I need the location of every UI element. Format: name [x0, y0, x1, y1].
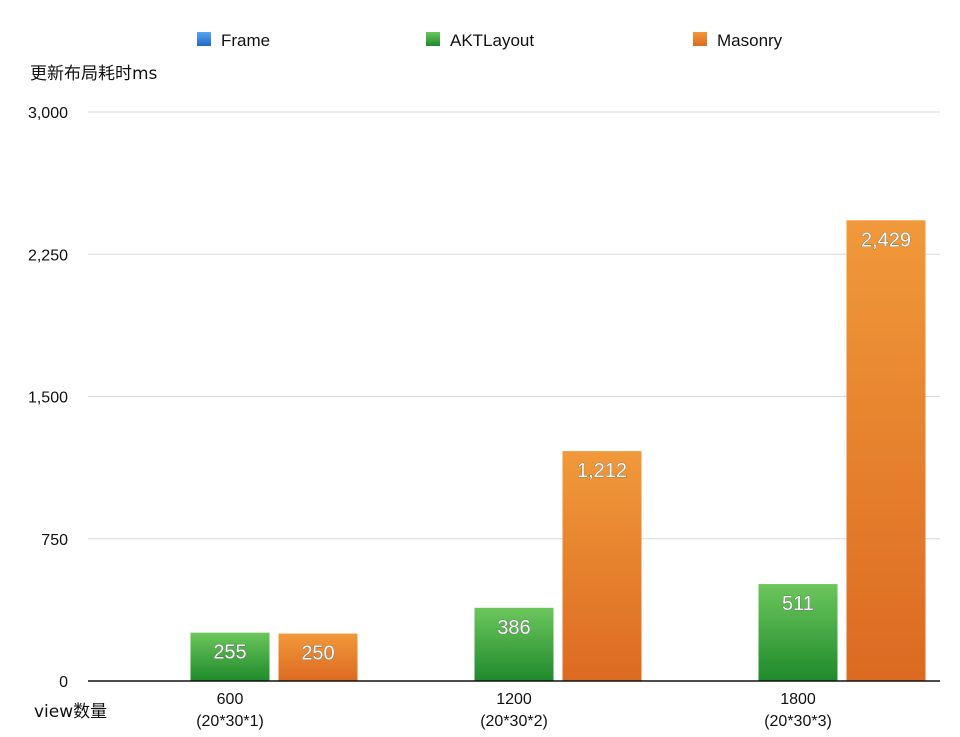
bar-aktlayout-0: [190, 632, 270, 681]
bar-masonry-1: [562, 451, 642, 681]
y-tick-label: 3,000: [28, 105, 68, 122]
legend-swatch-masonry: [693, 32, 707, 46]
legend-swatch-aktlayout: [426, 32, 440, 46]
y-tick-label: 2,250: [28, 247, 68, 264]
bars: 255 250 386 1,212 511 2,429: [190, 220, 926, 681]
bar-value-label: 2,429: [861, 229, 911, 251]
bar-value-label: 255: [213, 642, 246, 664]
bar-aktlayout-1: [474, 607, 554, 681]
bar-masonry-0: [278, 633, 358, 681]
legend-label-frame: Frame: [221, 31, 270, 50]
axes: 0 750 1,500 2,250 3,000 600 (20*30*1) 1200 (20*3…: [28, 105, 940, 730]
y-tick-label: 1,500: [28, 390, 68, 407]
x-tick-label: 1800: [780, 691, 816, 708]
bar-masonry-2: [846, 220, 926, 681]
legend-label-aktlayout: AKTLayout: [450, 31, 534, 50]
legend: Frame AKTLayout Masonry: [197, 31, 783, 50]
legend-label-masonry: Masonry: [717, 31, 783, 50]
bar-value-label: 1,212: [577, 460, 627, 482]
x-tick-sublabel: (20*30*2): [480, 713, 548, 730]
x-tick-label: 600: [217, 691, 244, 708]
bar-value-label: 386: [497, 617, 530, 639]
y-tick-label: 750: [41, 532, 68, 549]
bar-aktlayout-2: [758, 584, 838, 681]
x-tick-sublabel: (20*30*1): [196, 713, 264, 730]
bar-value-label: 511: [782, 593, 814, 615]
y-axis-title: 更新布局耗时ms: [30, 64, 158, 84]
x-tick-label: 1200: [496, 691, 532, 708]
x-tick-sublabel: (20*30*3): [764, 713, 832, 730]
legend-swatch-frame: [197, 32, 211, 46]
x-axis-title: view数量: [34, 702, 107, 722]
y-tick-label: 0: [59, 674, 68, 691]
gridlines: [88, 111, 940, 540]
bar-value-label: 250: [301, 643, 334, 665]
